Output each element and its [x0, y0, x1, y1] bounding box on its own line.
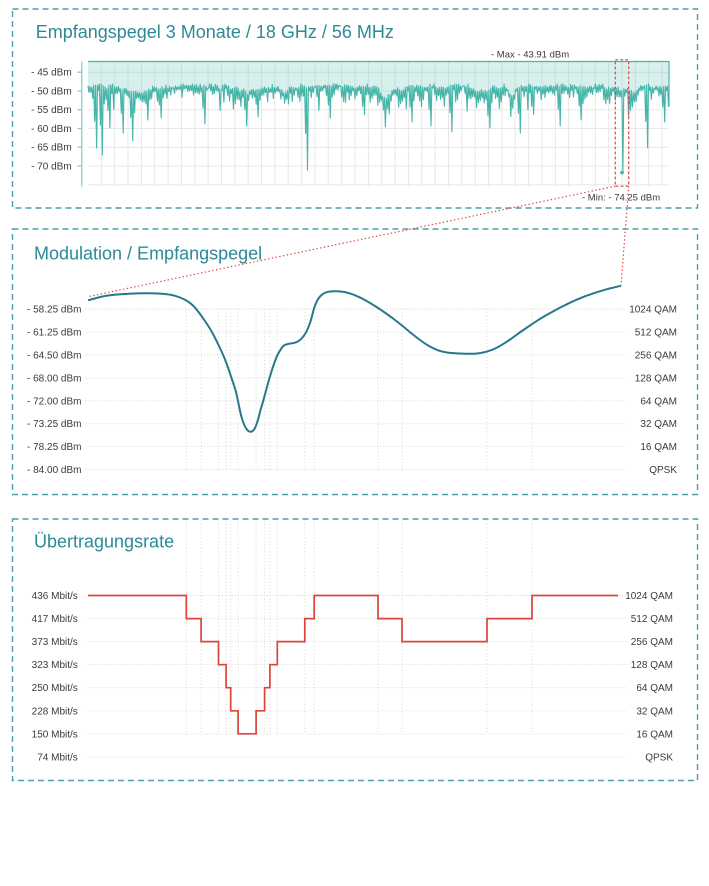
svg-text:256 QAM: 256 QAM	[631, 637, 673, 648]
svg-text:250 Mbit/s: 250 Mbit/s	[32, 683, 78, 694]
svg-text:- 61.25 dBm: - 61.25 dBm	[27, 327, 81, 338]
svg-text:256 QAM: 256 QAM	[635, 350, 677, 361]
svg-text:1024 QAM: 1024 QAM	[625, 591, 673, 602]
svg-text:1024 QAM: 1024 QAM	[629, 305, 677, 316]
svg-text:64 QAM: 64 QAM	[640, 396, 677, 407]
svg-text:- 73.25 dBm: - 73.25 dBm	[27, 419, 81, 430]
svg-text:417 Mbit/s: 417 Mbit/s	[32, 614, 78, 625]
svg-text:512 QAM: 512 QAM	[631, 614, 673, 625]
svg-text:150 Mbit/s: 150 Mbit/s	[32, 729, 78, 740]
svg-text:Übertragungsrate: Übertragungsrate	[34, 532, 174, 552]
svg-text:512 QAM: 512 QAM	[635, 327, 677, 338]
svg-text:- 84.00 dBm: - 84.00 dBm	[27, 465, 81, 476]
svg-text:- Max - 43.91 dBm: - Max - 43.91 dBm	[491, 50, 569, 61]
svg-text:- 72.00 dBm: - 72.00 dBm	[27, 396, 81, 407]
svg-text:- 65 dBm: - 65 dBm	[31, 143, 72, 154]
svg-text:32 QAM: 32 QAM	[640, 419, 677, 430]
svg-text:- 78.25 dBm: - 78.25 dBm	[27, 442, 81, 453]
svg-text:- 50 dBm: - 50 dBm	[31, 87, 72, 98]
svg-text:228 Mbit/s: 228 Mbit/s	[32, 706, 78, 717]
svg-text:323 Mbit/s: 323 Mbit/s	[32, 660, 78, 671]
svg-text:32 QAM: 32 QAM	[636, 706, 673, 717]
svg-text:- 55 dBm: - 55 dBm	[31, 105, 72, 116]
svg-text:- 64.50 dBm: - 64.50 dBm	[27, 350, 81, 361]
svg-text:373 Mbit/s: 373 Mbit/s	[32, 637, 78, 648]
svg-text:16 QAM: 16 QAM	[640, 442, 677, 453]
svg-text:- 68.00 dBm: - 68.00 dBm	[27, 373, 81, 384]
svg-text:- 58.25 dBm: - 58.25 dBm	[27, 305, 81, 316]
svg-text:74 Mbit/s: 74 Mbit/s	[37, 752, 78, 763]
svg-text:- 60 dBm: - 60 dBm	[31, 124, 72, 135]
svg-text:Modulation / Empfangspegel: Modulation / Empfangspegel	[34, 244, 262, 264]
svg-text:128 QAM: 128 QAM	[631, 660, 673, 671]
svg-text:128 QAM: 128 QAM	[635, 373, 677, 384]
svg-text:16 QAM: 16 QAM	[636, 729, 673, 740]
svg-text:- 45 dBm: - 45 dBm	[31, 68, 72, 79]
svg-text:64 QAM: 64 QAM	[636, 683, 673, 694]
svg-text:QPSK: QPSK	[649, 465, 677, 476]
svg-text:436 Mbit/s: 436 Mbit/s	[32, 591, 78, 602]
svg-text:- 70 dBm: - 70 dBm	[31, 162, 72, 173]
svg-text:Empfangspegel 3 Monate / 18 GH: Empfangspegel 3 Monate / 18 GHz / 56 MHz	[36, 22, 394, 42]
svg-text:- Min: - 74.25 dBm: - Min: - 74.25 dBm	[582, 193, 660, 204]
svg-text:QPSK: QPSK	[645, 752, 673, 763]
